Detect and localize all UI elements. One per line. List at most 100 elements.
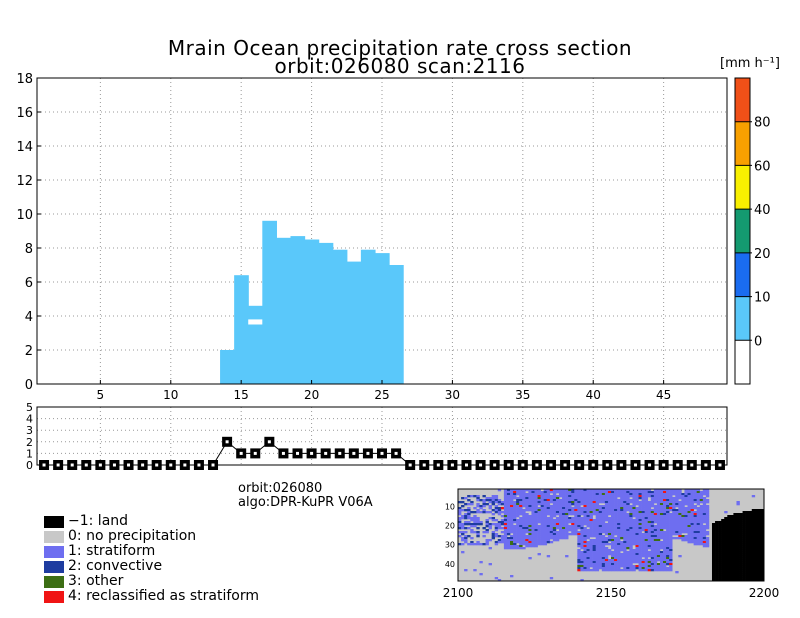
map-x-tick-label: 2200: [749, 586, 780, 600]
strip-frame: [36, 406, 728, 466]
colorbar-tick-label: 0: [754, 334, 762, 349]
x-tick-label: 15: [234, 388, 249, 402]
strip-marker-dot: [704, 463, 708, 467]
strip-marker-dot: [296, 451, 300, 455]
map-x-tick-label: 2100: [443, 586, 474, 600]
bar: [318, 242, 334, 384]
strip-marker-dot: [84, 463, 88, 467]
colorbar-band: [735, 121, 750, 166]
y-tick-label: 8: [25, 242, 33, 257]
strip-marker-dot: [577, 463, 581, 467]
colorbar-tick-label: 10: [754, 291, 771, 306]
strip-marker-dot: [310, 451, 314, 455]
legend-label-land: −1: land: [68, 513, 129, 529]
strip-marker-dot: [352, 451, 356, 455]
legend-swatch-reclassified: [44, 591, 64, 603]
strip-y-tick-label: 4: [26, 413, 33, 426]
colorbar-band: [735, 340, 750, 384]
strip-marker-dot: [239, 451, 243, 455]
strip-marker-dot: [155, 463, 159, 467]
strip-marker-dot: [450, 463, 454, 467]
legend-swatch-no-precipitation: [44, 531, 64, 543]
bar: [290, 236, 306, 384]
colorbar-tick-label: 60: [754, 159, 771, 174]
strip-marker-dot: [676, 463, 680, 467]
strip-marker-dot: [408, 463, 412, 467]
x-tick-label: 35: [515, 388, 530, 402]
legend-swatch-other: [44, 576, 64, 588]
orbit-info: orbit:026080: [238, 481, 323, 496]
strip-marker-dot: [422, 463, 426, 467]
x-tick-label: 45: [656, 388, 671, 402]
strip-marker-dot: [225, 440, 229, 444]
strip-y-tick-label: 2: [26, 436, 33, 449]
strip-marker-dot: [619, 463, 623, 467]
strip-marker-dot: [662, 463, 666, 467]
strip-marker-dot: [464, 463, 468, 467]
strip-marker-dot: [366, 451, 370, 455]
y-tick-label: 14: [16, 140, 33, 155]
colorbar-band: [735, 165, 750, 210]
legend-label-stratiform: 1: stratiform: [68, 543, 156, 559]
strip-marker-dot: [493, 463, 497, 467]
y-tick-label: 0: [25, 378, 33, 393]
strip-marker-dot: [141, 463, 145, 467]
legend-label-convective: 2: convective: [68, 558, 163, 574]
y-tick-label: 12: [16, 174, 33, 189]
strip-marker-dot: [169, 463, 173, 467]
x-tick-label: 20: [304, 388, 319, 402]
strip-marker-dot: [563, 463, 567, 467]
strip-marker-dot: [605, 463, 609, 467]
chart-subtitle: orbit:026080 scan:2116: [274, 54, 526, 78]
strip-y-tick-label: 5: [26, 401, 33, 414]
colorbar-unit: [mm h⁻¹]: [720, 56, 780, 71]
strip-marker-dot: [507, 463, 511, 467]
strip-marker-dot: [281, 451, 285, 455]
strip-marker-dot: [267, 440, 271, 444]
bar: [360, 249, 376, 384]
strip-marker-dot: [253, 451, 257, 455]
legend-swatch-convective: [44, 561, 64, 573]
strip-y-tick-label: 3: [26, 424, 33, 437]
colorbar-frame: [734, 77, 751, 385]
legend-swatch-land: [44, 516, 64, 528]
strip-marker-dot: [591, 463, 595, 467]
strip-marker-dot: [338, 451, 342, 455]
bar: [374, 253, 390, 384]
bar: [346, 261, 362, 384]
bar: [248, 305, 263, 384]
x-tick-label: 25: [374, 388, 389, 402]
strip-marker-dot: [690, 463, 694, 467]
map-frame: [457, 488, 765, 582]
strip-marker-dot: [98, 463, 102, 467]
map-x-tick-label: 2150: [596, 586, 627, 600]
legend-label-no-precipitation: 0: no precipitation: [68, 528, 197, 544]
strip-marker-dot: [324, 451, 328, 455]
strip-marker-dot: [56, 463, 60, 467]
colorbar-band: [735, 209, 750, 253]
strip-y-tick-label: 1: [26, 447, 33, 460]
map-y-tick-label: 10: [445, 502, 455, 511]
strip-marker-dot: [718, 463, 722, 467]
strip-marker-dot: [394, 451, 398, 455]
chart-title: Mrain Ocean precipitation rate cross sec…: [167, 36, 633, 60]
colorbar-tick-label: 20: [754, 247, 771, 262]
colorbar-band: [735, 252, 750, 297]
strip-marker-dot: [211, 463, 215, 467]
strip-marker-dot: [70, 463, 74, 467]
colorbar-band: [735, 296, 750, 341]
bar: [234, 275, 249, 384]
strip-marker-dot: [436, 463, 440, 467]
strip-marker-dot: [648, 463, 652, 467]
strip-y-tick-label: 0: [26, 459, 33, 472]
algo-info: algo:DPR-KuPR V06A: [238, 495, 373, 510]
strip-marker-dot: [633, 463, 637, 467]
x-tick-label: 30: [445, 388, 460, 402]
legend-swatch-stratiform: [44, 546, 64, 558]
strip-marker-dot: [380, 451, 384, 455]
x-tick-label: 10: [163, 388, 178, 402]
strip-marker-dot: [549, 463, 553, 467]
map-y-tick-label: 30: [445, 541, 455, 550]
strip-marker-dot: [197, 463, 201, 467]
